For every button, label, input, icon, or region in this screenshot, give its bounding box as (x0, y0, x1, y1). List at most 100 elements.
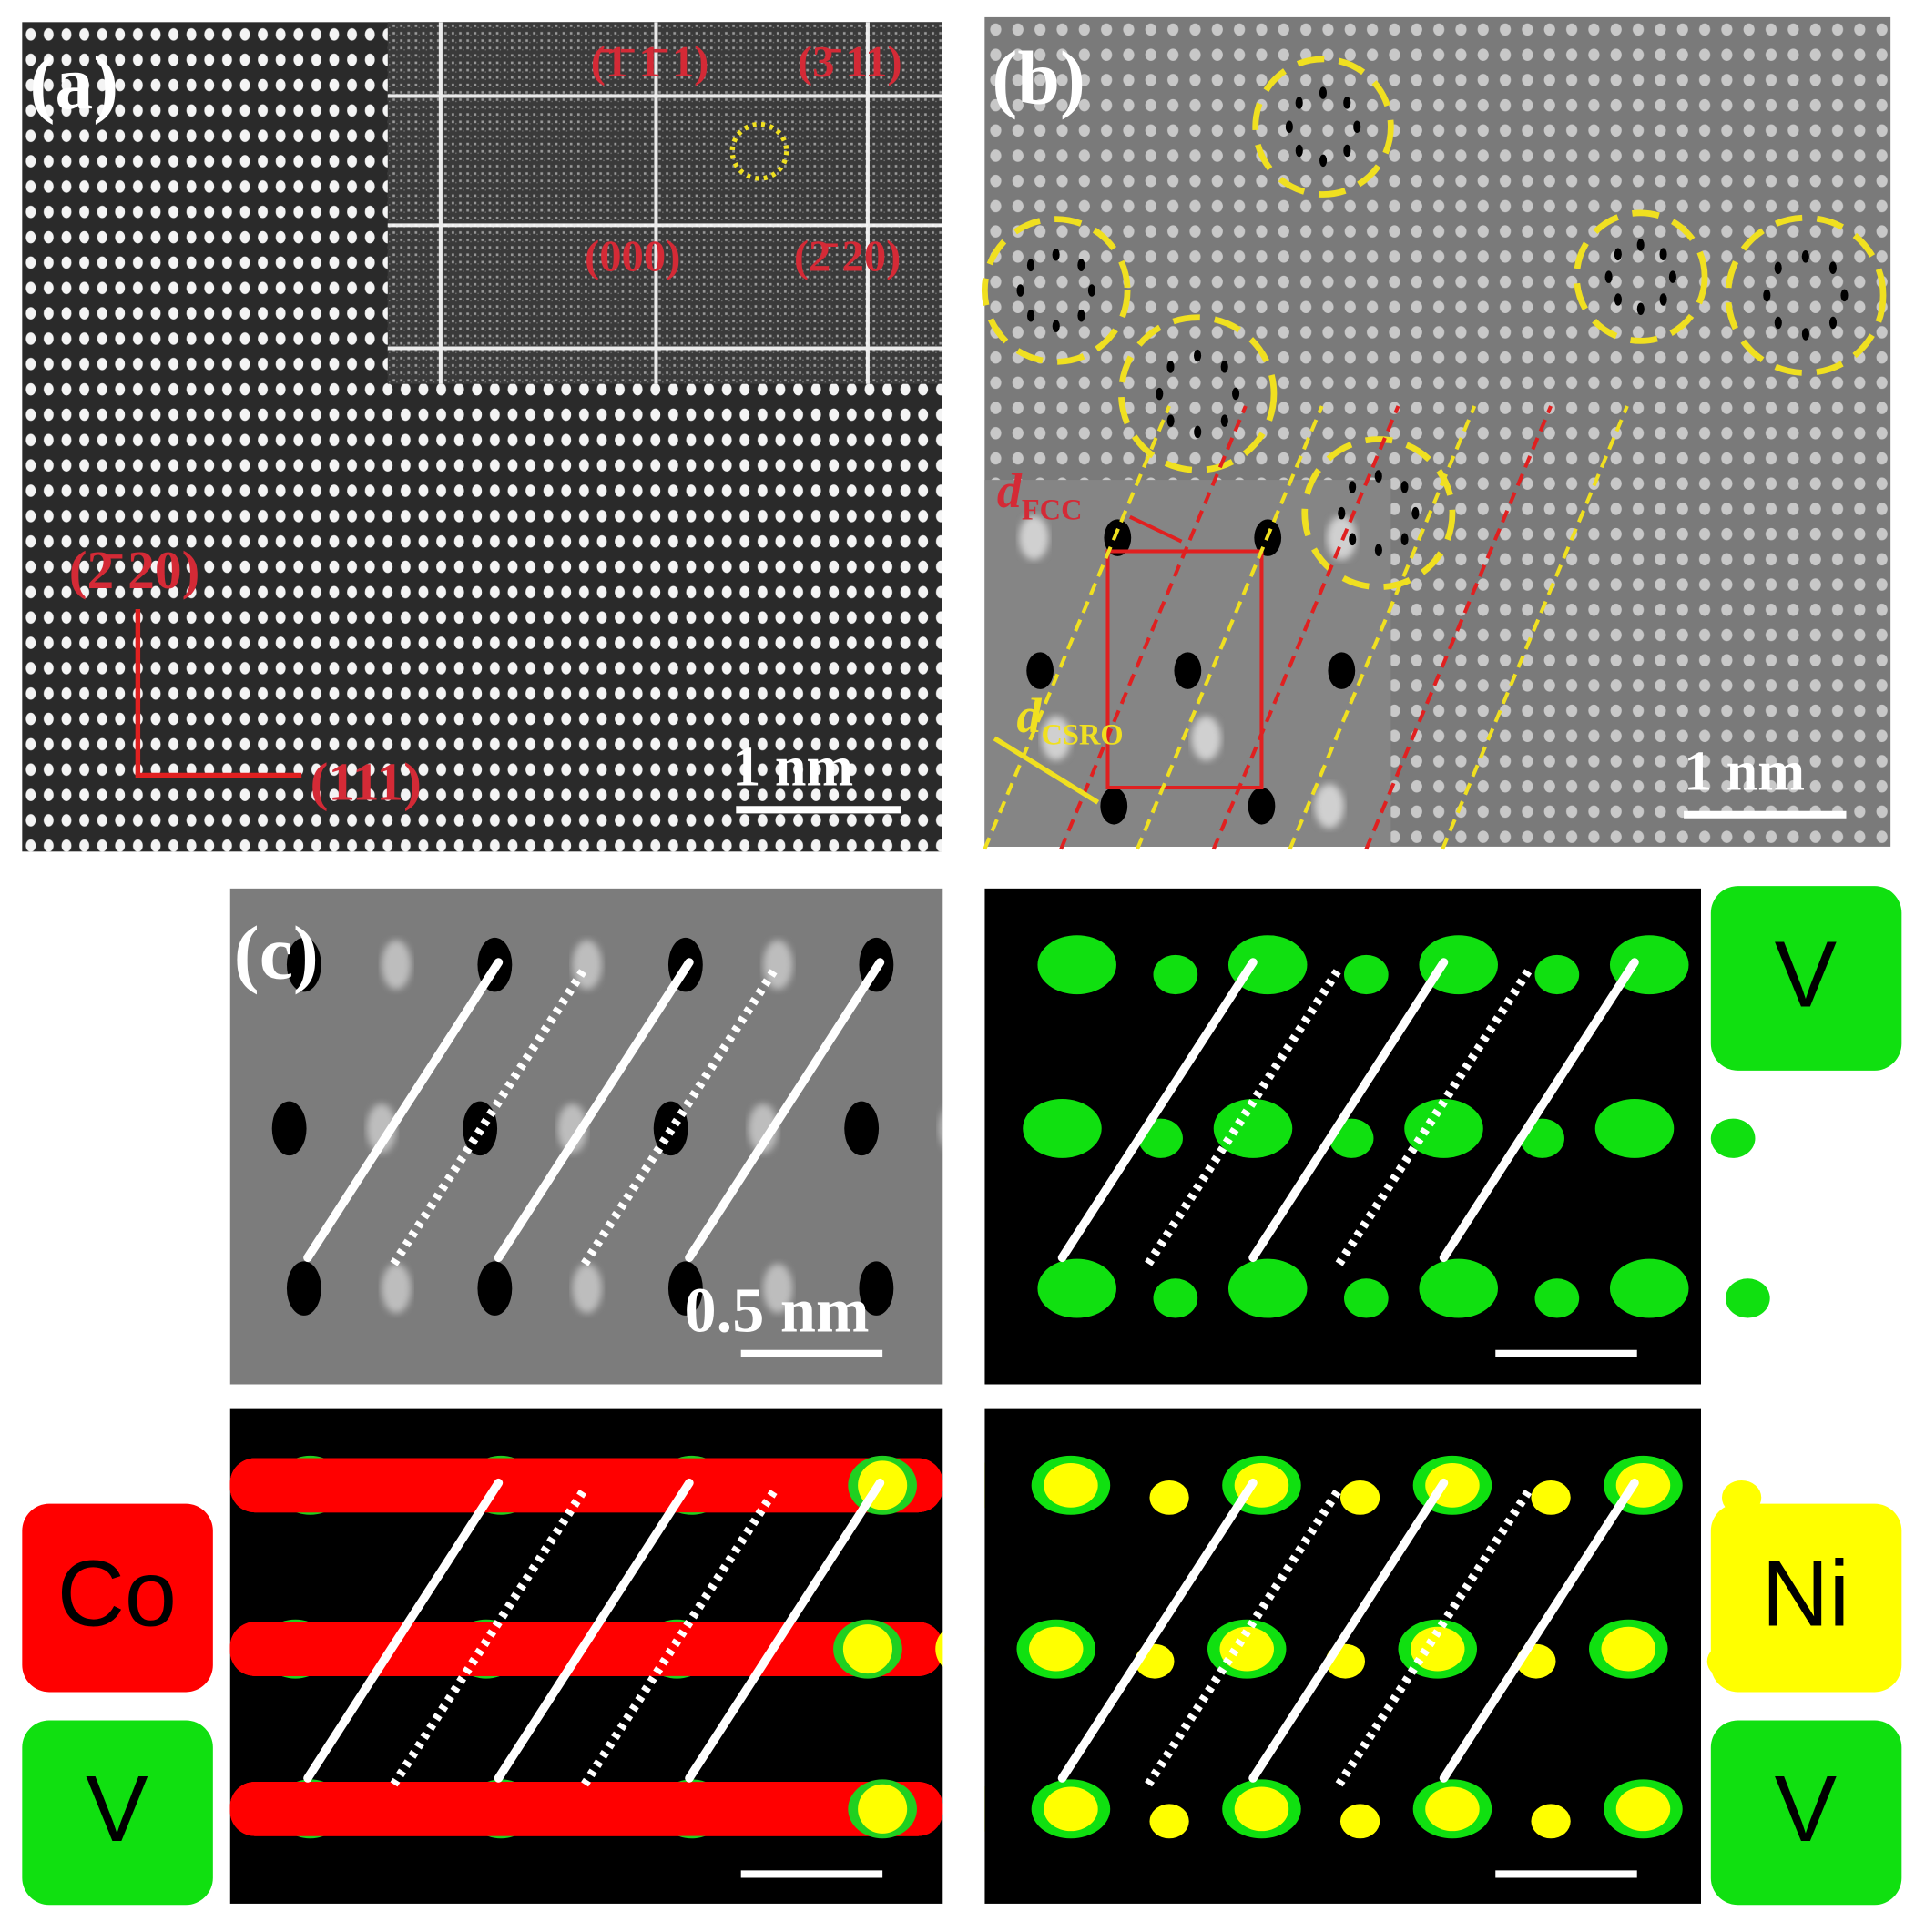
atom (1659, 248, 1667, 260)
atom (844, 1101, 880, 1156)
d-symbol: d (997, 463, 1023, 518)
atom (1026, 309, 1035, 322)
atom (1374, 470, 1382, 483)
atom (1614, 293, 1623, 306)
plane-line (1248, 1478, 1449, 1783)
plane-line (1439, 958, 1639, 1263)
atom (1400, 533, 1409, 546)
plane-line (494, 958, 694, 1263)
atom (1828, 261, 1837, 274)
plane-line (303, 1478, 504, 1783)
atom (1037, 1258, 1116, 1318)
atom (1213, 1098, 1293, 1158)
atom (1411, 506, 1420, 520)
plane-line (1145, 1486, 1343, 1787)
atom (1404, 1098, 1483, 1158)
atom (1419, 1258, 1498, 1318)
atom (1041, 716, 1071, 761)
atom (572, 940, 602, 990)
element-label: V (1775, 922, 1838, 1027)
atom (858, 1784, 908, 1834)
atom (229, 1458, 943, 1513)
atom (1044, 1786, 1098, 1832)
atom (1285, 120, 1293, 134)
atom (1534, 1278, 1580, 1318)
atom (1349, 533, 1357, 546)
atom (1219, 1626, 1274, 1672)
atom (1344, 1278, 1389, 1318)
atom (1338, 506, 1346, 520)
fft-spot-label: (2̄ 20) (794, 231, 901, 280)
atom (1149, 1480, 1189, 1515)
element-swatch (22, 1503, 213, 1693)
atom (1028, 1626, 1084, 1672)
atom (1615, 1786, 1671, 1832)
atom (1319, 154, 1328, 168)
fft-spot-label: (̄1̄ 1̄ 1) (591, 37, 709, 86)
axis-label: (2̄ 20) (69, 540, 200, 600)
element-legend: V Co V Ni V (22, 886, 1902, 1906)
atom (1594, 1098, 1675, 1158)
atom (1604, 270, 1613, 283)
atom (1191, 716, 1221, 761)
atom (1026, 259, 1035, 272)
atom (1636, 239, 1645, 251)
atom (1614, 248, 1622, 261)
csro-regions (981, 56, 1887, 591)
d-fcc-label: dFCC (997, 463, 1083, 527)
scale-bar-label: 1 nm (1684, 741, 1805, 803)
scale-bar-label: 0.5 nm (685, 1275, 870, 1346)
atom (382, 1264, 412, 1314)
element-swatch (1710, 1720, 1902, 1906)
atom (1295, 97, 1303, 109)
atom (1636, 302, 1645, 316)
element-label: V (86, 1756, 148, 1861)
element-swatch (1710, 886, 1902, 1071)
atom (286, 937, 321, 992)
atom (1668, 270, 1676, 283)
atom (1425, 1786, 1480, 1832)
atom (1400, 481, 1409, 493)
atom (1044, 1463, 1098, 1508)
atom (1353, 120, 1361, 133)
plane-line (685, 958, 885, 1263)
plane-line (1059, 405, 1248, 850)
atom (1153, 1278, 1198, 1318)
atom (1710, 1118, 1756, 1158)
map-quadrant (229, 1408, 1000, 1904)
plane-line (1441, 405, 1629, 850)
atom (1531, 1480, 1571, 1515)
atom (653, 1101, 688, 1156)
atom (1601, 1626, 1655, 1672)
fft-spot-label: (3̄ 11) (798, 37, 902, 86)
atom (1349, 481, 1357, 493)
atom (1149, 1804, 1189, 1839)
atom (463, 1101, 498, 1156)
plane-line (390, 1486, 589, 1787)
panel-label: (a) (29, 41, 118, 126)
atom (1166, 414, 1175, 427)
element-label: Ni (1761, 1541, 1849, 1646)
atom (1328, 652, 1356, 689)
d-subscript: CSRO (1042, 719, 1124, 752)
plane-line (1335, 966, 1534, 1266)
csro-region (1301, 436, 1456, 591)
plane-line (1335, 1486, 1534, 1787)
divider (229, 1384, 1701, 1409)
d-csro-label: dCSRO (1016, 688, 1123, 752)
d-fcc-arrow (1128, 514, 1183, 544)
atom (842, 1624, 892, 1674)
element-swatch (22, 1720, 213, 1906)
atom (1153, 954, 1198, 995)
atom (1037, 935, 1116, 995)
atom (1026, 652, 1054, 689)
element-label: Co (57, 1541, 177, 1646)
atom (1534, 954, 1580, 995)
plane-line (1057, 1478, 1258, 1783)
plane-line (581, 1486, 779, 1787)
csro-region (1117, 314, 1278, 473)
atom (572, 1264, 602, 1314)
fft-spot-label: (000) (585, 231, 680, 280)
plane-line (303, 958, 504, 1263)
